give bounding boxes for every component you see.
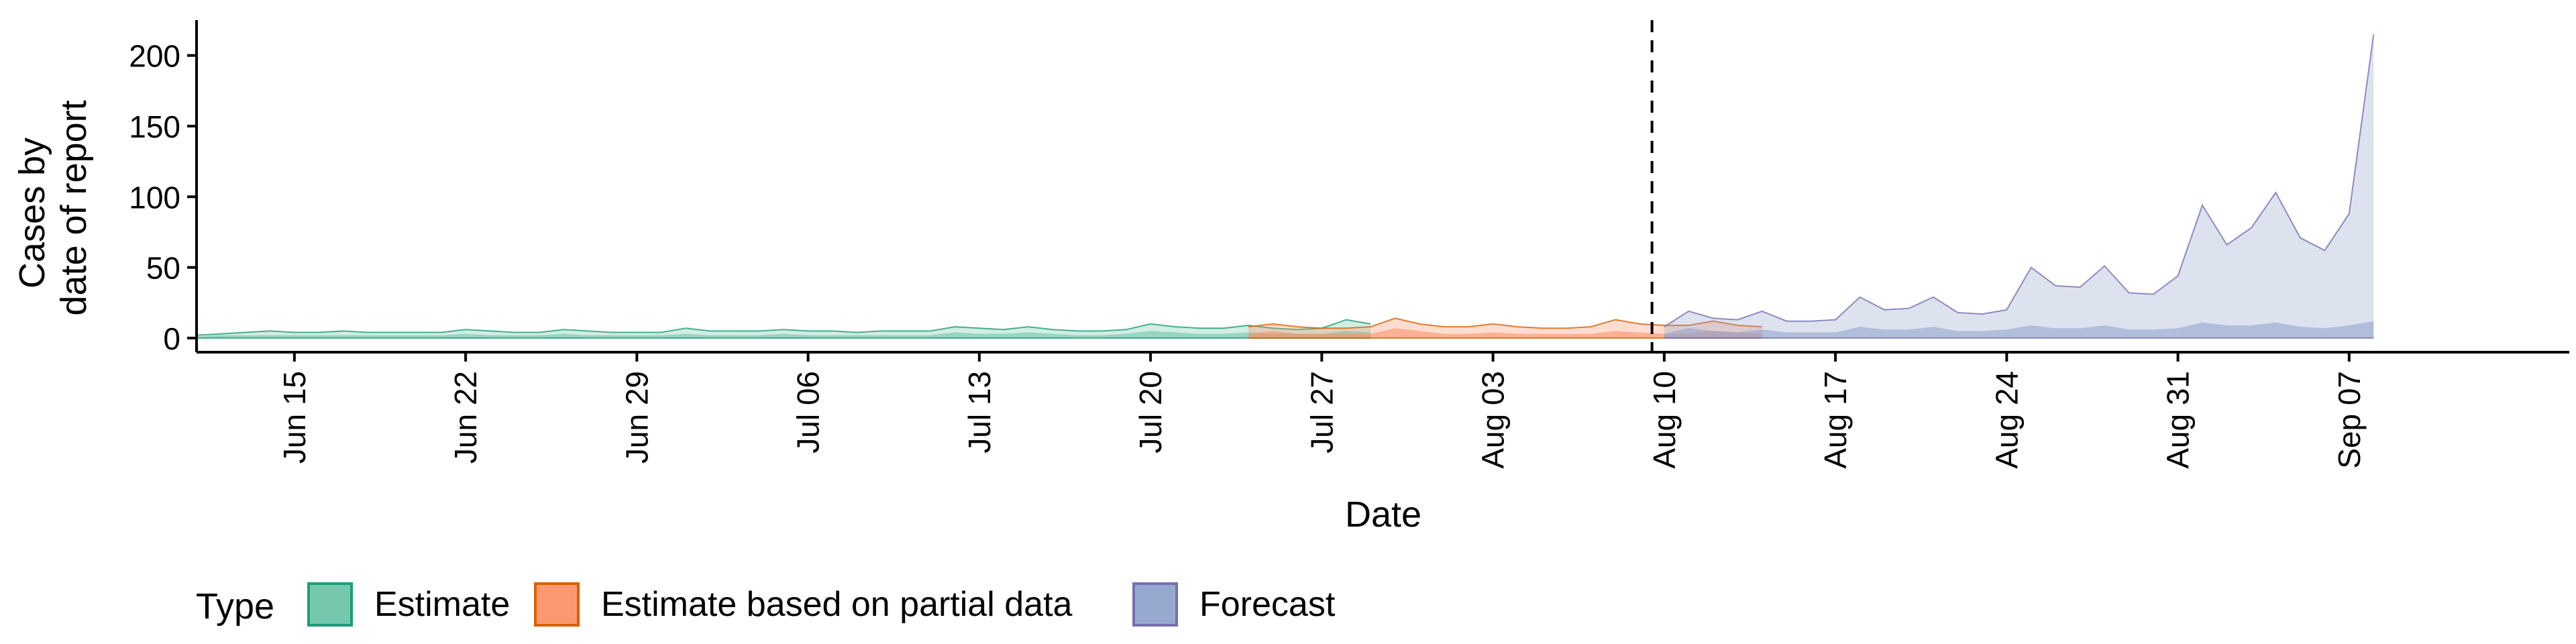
- x-tick-label: Jul 27: [1304, 371, 1339, 453]
- y-tick-label: 100: [129, 180, 180, 215]
- series-forecast: [1664, 34, 2375, 339]
- legend-swatch-forecast: [1132, 582, 1178, 627]
- x-axis-label: Date: [1345, 494, 1421, 535]
- x-tick-label: Jul 20: [1133, 371, 1168, 453]
- legend-entry-estimate: Estimate: [374, 585, 510, 624]
- series-estimate-inner-band: [197, 331, 1371, 338]
- y-axis-label-line-1: Cases by: [12, 138, 52, 288]
- plot-areas: [196, 34, 2375, 339]
- x-tick-label: Jun 22: [448, 371, 483, 464]
- y-tick-label: 200: [129, 39, 180, 74]
- legend: Type Estimate Estimate based on partial d…: [196, 582, 1336, 627]
- x-tick-label: Jul 13: [962, 371, 997, 453]
- legend-title: Type: [196, 586, 274, 627]
- series-estimate-upper-line: [196, 319, 1371, 336]
- x-tick-label: Aug 24: [1989, 371, 2024, 469]
- y-axis-label: Cases by date of report: [12, 100, 94, 315]
- x-tick-label: Jul 06: [791, 371, 826, 453]
- series-estimate: [196, 319, 1371, 339]
- x-tick-label: Sep 07: [2332, 371, 2367, 469]
- legend-entry-estimate-based-on-partial-data: Estimate based on partial data: [601, 585, 1073, 624]
- y-tick-label: 0: [163, 321, 180, 356]
- series-forecast-upper-line: [1664, 34, 2375, 327]
- series-estimate-based-on-partial-data-upper-line: [1248, 317, 1762, 329]
- x-tick-label: Aug 17: [1818, 371, 1853, 469]
- series-estimate-based-on-partial-data-inner-band: [1248, 328, 1762, 338]
- x-tick-label: Aug 10: [1647, 371, 1682, 469]
- x-tick-label: Jun 15: [277, 371, 312, 464]
- series-forecast-outer-band: [1664, 34, 2374, 338]
- legend-entry-forecast: Forecast: [1199, 585, 1336, 624]
- y-axis-label-line-2: date of report: [54, 100, 94, 315]
- legend-swatch-estimate-based-on-partial-data: [534, 582, 580, 627]
- x-tick-label: Jun 29: [619, 371, 654, 464]
- series-estimate-outer-band: [197, 319, 1371, 338]
- y-tick-label: 50: [146, 251, 180, 286]
- series-estimate-based-on-partial-data: [1248, 317, 1762, 339]
- legend-swatch-estimate: [307, 582, 353, 627]
- x-tick-label: Aug 03: [1476, 371, 1511, 469]
- y-tick-label: 150: [129, 109, 180, 144]
- x-tick-label: Aug 31: [2161, 371, 2196, 469]
- axes: 0 50 100 150 200 Jun 15 Jun 22 Jun 29 Jul 06 Jul …: [129, 20, 2569, 469]
- series-forecast-inner-band: [1664, 321, 2374, 338]
